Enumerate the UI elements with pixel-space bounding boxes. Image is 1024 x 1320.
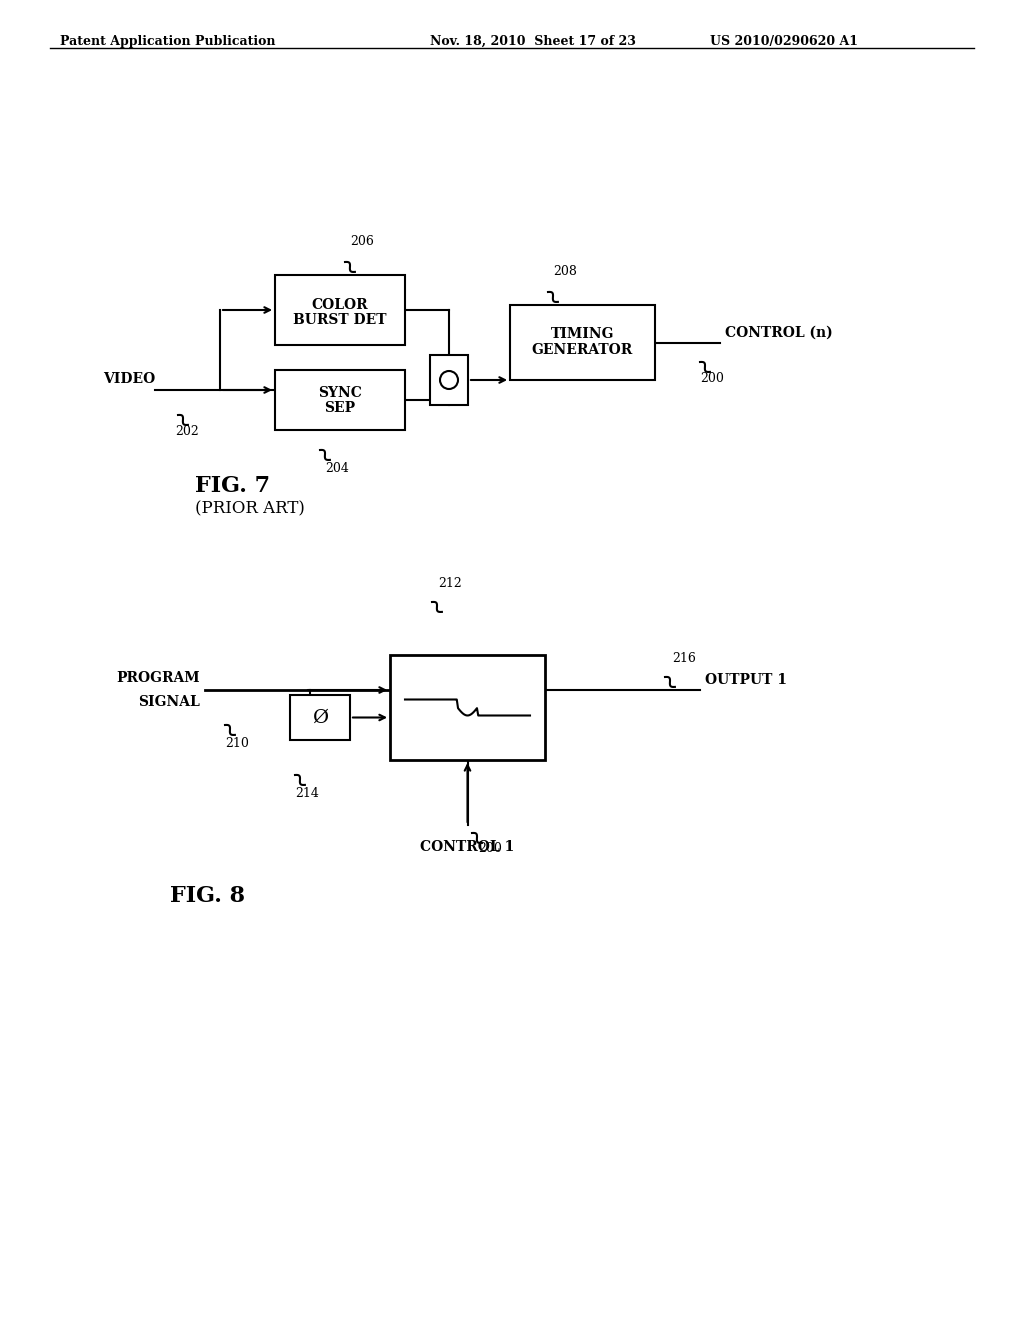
Bar — [290, 696, 350, 741]
Text: 200: 200 — [700, 372, 724, 385]
Text: FIG. 7: FIG. 7 — [195, 475, 270, 498]
Text: PROGRAM: PROGRAM — [117, 671, 200, 685]
Text: SEP: SEP — [325, 401, 355, 414]
Text: VIDEO: VIDEO — [102, 372, 155, 385]
Text: 202: 202 — [175, 425, 199, 438]
Text: (PRIOR ART): (PRIOR ART) — [195, 500, 305, 517]
Text: Patent Application Publication: Patent Application Publication — [60, 36, 275, 48]
Text: 208: 208 — [553, 265, 577, 279]
Text: 200: 200 — [478, 842, 502, 855]
Text: OUTPUT 1: OUTPUT 1 — [705, 673, 787, 686]
Text: 214: 214 — [295, 787, 318, 800]
Text: CONTROL 1: CONTROL 1 — [421, 840, 515, 854]
Text: 210: 210 — [225, 737, 249, 750]
Text: GENERATOR: GENERATOR — [531, 343, 633, 358]
Text: SYNC: SYNC — [318, 385, 361, 400]
Text: US 2010/0290620 A1: US 2010/0290620 A1 — [710, 36, 858, 48]
Text: SIGNAL: SIGNAL — [138, 696, 200, 709]
Text: BURST DET: BURST DET — [293, 313, 387, 327]
Text: 204: 204 — [325, 462, 349, 475]
Text: Ø: Ø — [312, 709, 328, 726]
Text: 216: 216 — [672, 652, 696, 665]
Text: Nov. 18, 2010  Sheet 17 of 23: Nov. 18, 2010 Sheet 17 of 23 — [430, 36, 636, 48]
Bar — [275, 275, 406, 345]
Bar — [390, 655, 545, 760]
Bar — [275, 370, 406, 430]
Text: CONTROL (n): CONTROL (n) — [725, 326, 833, 339]
Text: 212: 212 — [438, 577, 462, 590]
Bar — [510, 305, 655, 380]
Text: 206: 206 — [350, 235, 374, 248]
Text: TIMING: TIMING — [551, 327, 614, 342]
Bar — [430, 355, 468, 405]
Text: COLOR: COLOR — [311, 298, 369, 312]
Text: FIG. 8: FIG. 8 — [170, 884, 245, 907]
